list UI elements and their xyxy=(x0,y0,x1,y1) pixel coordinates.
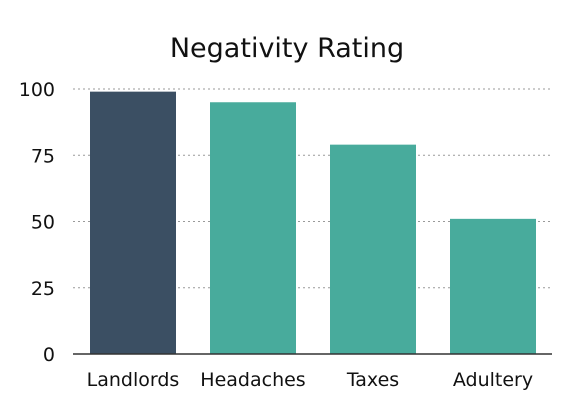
y-tick-label-0: 0 xyxy=(43,344,55,366)
bars xyxy=(90,91,536,355)
y-tick-label-100: 100 xyxy=(19,79,55,101)
bar-adultery xyxy=(450,218,536,354)
chart-title: Negativity Rating xyxy=(170,33,404,64)
x-tick-label-headaches: Headaches xyxy=(200,369,305,391)
y-tick-label-75: 75 xyxy=(31,145,55,167)
bar-taxes xyxy=(330,144,416,354)
x-tick-label-adultery: Adultery xyxy=(453,369,533,391)
bar-headaches xyxy=(210,102,296,354)
x-tick-label-landlords: Landlords xyxy=(87,369,180,391)
x-tick-label-taxes: Taxes xyxy=(346,369,399,391)
x-axis-labels: Landlords Headaches Taxes Adultery xyxy=(87,369,533,391)
y-tick-label-50: 50 xyxy=(31,212,55,234)
y-axis-ticks: 0 25 50 75 100 xyxy=(19,79,55,366)
y-tick-label-25: 25 xyxy=(31,278,55,300)
bar-landlords xyxy=(90,91,176,355)
